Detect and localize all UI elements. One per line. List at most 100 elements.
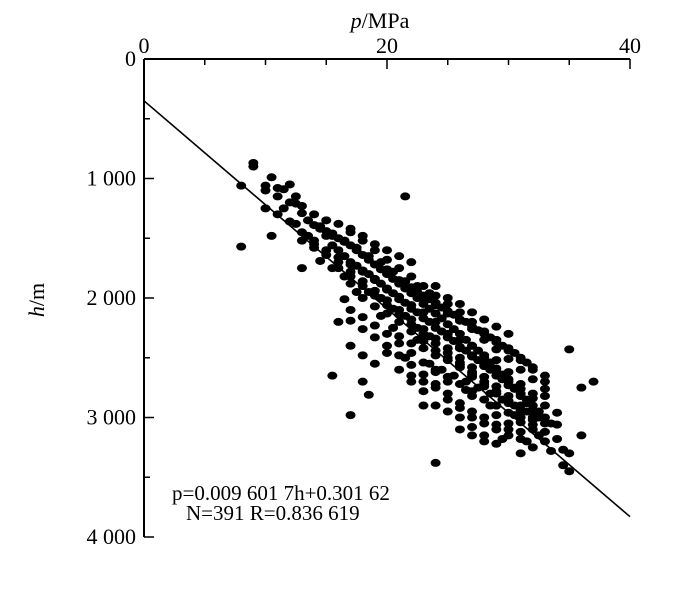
data-point bbox=[515, 391, 526, 400]
data-point bbox=[491, 389, 502, 398]
data-point bbox=[430, 383, 441, 392]
data-point bbox=[369, 359, 380, 368]
data-point bbox=[357, 313, 368, 322]
data-point bbox=[290, 192, 301, 201]
data-point bbox=[351, 288, 362, 297]
data-point bbox=[539, 427, 550, 436]
data-point bbox=[430, 282, 441, 291]
data-point bbox=[388, 323, 399, 332]
data-point bbox=[467, 413, 478, 422]
data-point bbox=[491, 338, 502, 347]
data-point bbox=[442, 329, 453, 338]
data-point bbox=[479, 437, 490, 446]
data-point bbox=[236, 242, 247, 251]
stats-label: N=391 R=0.836 619 bbox=[186, 501, 360, 525]
data-point bbox=[394, 365, 405, 374]
y-tick-label: 0 bbox=[125, 46, 136, 71]
data-point bbox=[527, 420, 538, 429]
data-point bbox=[400, 277, 411, 286]
data-point bbox=[309, 243, 320, 252]
data-point bbox=[454, 380, 465, 389]
data-point bbox=[527, 375, 538, 384]
data-point bbox=[442, 294, 453, 302]
data-point bbox=[339, 295, 350, 304]
data-point bbox=[479, 413, 490, 422]
data-point bbox=[382, 341, 392, 350]
data-point bbox=[418, 344, 429, 353]
data-point bbox=[375, 258, 386, 267]
data-point bbox=[351, 243, 362, 252]
data-point bbox=[333, 317, 344, 326]
data-point bbox=[479, 329, 490, 338]
data-point bbox=[546, 446, 557, 455]
data-point bbox=[430, 301, 441, 310]
data-point bbox=[418, 325, 429, 334]
data-point bbox=[357, 325, 368, 334]
data-point bbox=[260, 186, 271, 195]
data-point bbox=[491, 439, 502, 448]
data-point bbox=[479, 419, 490, 428]
data-point bbox=[467, 431, 478, 440]
data-point bbox=[406, 327, 417, 336]
data-point bbox=[357, 267, 368, 276]
data-point bbox=[345, 341, 356, 350]
data-point bbox=[278, 204, 289, 213]
data-point bbox=[327, 229, 338, 238]
data-point bbox=[539, 384, 550, 393]
data-point bbox=[479, 431, 490, 440]
data-point bbox=[454, 329, 465, 338]
data-point bbox=[321, 250, 332, 259]
data-point bbox=[369, 302, 380, 311]
data-point bbox=[321, 216, 332, 225]
data-point bbox=[515, 449, 526, 458]
data-point bbox=[467, 370, 478, 379]
data-point bbox=[369, 286, 380, 295]
data-point bbox=[412, 282, 423, 291]
data-point bbox=[479, 351, 490, 360]
y-tick-label: 4 000 bbox=[87, 524, 137, 549]
data-point bbox=[454, 315, 465, 324]
data-point bbox=[515, 356, 526, 365]
data-point bbox=[418, 308, 429, 317]
data-points bbox=[236, 158, 599, 476]
data-point bbox=[442, 372, 453, 381]
data-point bbox=[406, 301, 417, 310]
data-point bbox=[284, 180, 295, 189]
data-point bbox=[394, 332, 405, 341]
data-point bbox=[491, 382, 502, 391]
data-point bbox=[424, 289, 435, 298]
data-point bbox=[382, 246, 392, 255]
data-point bbox=[467, 341, 478, 350]
data-point bbox=[418, 387, 429, 396]
data-point bbox=[406, 258, 417, 267]
data-point bbox=[333, 246, 344, 255]
data-point bbox=[479, 315, 490, 324]
data-point bbox=[406, 360, 417, 369]
data-point bbox=[272, 192, 283, 201]
data-point bbox=[539, 371, 550, 380]
x-tick-label: 40 bbox=[619, 33, 641, 58]
data-point bbox=[503, 329, 514, 338]
data-point bbox=[394, 317, 405, 326]
data-point bbox=[479, 395, 490, 404]
data-point bbox=[406, 348, 417, 357]
data-point bbox=[369, 240, 380, 249]
data-point bbox=[430, 401, 441, 410]
data-point bbox=[357, 277, 368, 286]
x-tick-label: 20 bbox=[376, 33, 398, 58]
data-point bbox=[418, 358, 429, 367]
data-point bbox=[382, 284, 392, 293]
data-point bbox=[296, 201, 307, 210]
data-point bbox=[345, 411, 356, 420]
data-point bbox=[503, 431, 514, 440]
data-point bbox=[503, 354, 514, 363]
data-point bbox=[357, 351, 368, 360]
data-point bbox=[576, 383, 587, 392]
data-point bbox=[454, 425, 465, 434]
data-point bbox=[442, 389, 453, 398]
data-point bbox=[503, 399, 514, 408]
data-point bbox=[327, 371, 338, 380]
data-point bbox=[315, 222, 326, 231]
data-point bbox=[248, 162, 259, 171]
data-point bbox=[382, 296, 392, 305]
